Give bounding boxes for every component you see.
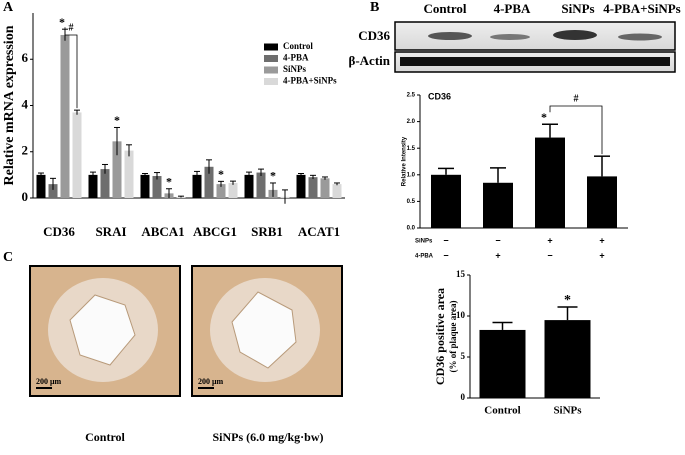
bar [320, 178, 330, 198]
significance-mark: # [69, 22, 74, 33]
bar [112, 141, 122, 198]
table-row-label: SiNPs [415, 239, 433, 245]
y-tick-label: 5 [461, 351, 466, 361]
table-cell: + [547, 235, 552, 245]
significance-mark: * [166, 175, 172, 189]
bar [36, 174, 46, 198]
y-tick-label: 2 [22, 143, 29, 158]
row-label: CD36 [358, 28, 390, 43]
bar [483, 182, 513, 228]
panel-letter: B [370, 0, 379, 15]
table-row-label: 4-PBA [415, 254, 434, 260]
bar [256, 172, 266, 198]
significance-mark: * [270, 169, 276, 183]
bar [216, 184, 226, 198]
bar [60, 34, 70, 198]
lane-label: 4-PBA+SiNPs [603, 1, 680, 16]
significance-mark: * [59, 15, 65, 29]
x-tick-label: ABCG1 [193, 224, 237, 239]
bar [152, 176, 162, 198]
bar [296, 174, 306, 198]
image-caption: Control [85, 430, 125, 444]
legend-label: SiNPs [283, 64, 307, 74]
bar [587, 176, 617, 228]
bar [544, 320, 591, 398]
legend-swatch [264, 55, 278, 62]
bar [192, 174, 202, 198]
y-tick-label: 0 [22, 189, 29, 204]
y-tick-label: 10 [456, 310, 466, 320]
bar [244, 174, 254, 198]
significance-mark: * [218, 167, 224, 181]
bar [204, 166, 214, 198]
bar [124, 150, 134, 198]
table-cell: + [495, 250, 500, 260]
bar [535, 137, 565, 228]
table-cell: + [599, 235, 604, 245]
significance-mark: # [574, 93, 579, 104]
bar [48, 184, 58, 198]
scale-bar-label: 200 μm [198, 377, 224, 386]
y-tick-label: 2.5 [407, 93, 416, 99]
x-tick-label: Control [484, 405, 520, 417]
y-tick-label: 0 [461, 392, 466, 402]
chart-title: CD36 [428, 91, 451, 101]
histology-image [29, 265, 343, 397]
table-cell: − [547, 250, 552, 260]
bar [479, 329, 526, 398]
y-axis-label: CD36 positive area [433, 288, 447, 385]
x-tick-label: ABCA1 [141, 224, 184, 239]
legend-swatch [264, 78, 278, 85]
row-label: β-Actin [348, 53, 390, 68]
bracket [64, 27, 78, 109]
y-tick-label: 1.0 [407, 172, 416, 178]
legend-label: 4-PBA [283, 53, 309, 63]
bar [72, 112, 82, 198]
lane-label: Control [423, 1, 466, 16]
bar [88, 174, 98, 198]
legend-swatch [264, 43, 278, 51]
y-axis-label: Relative Intensity [402, 136, 408, 186]
bar [332, 184, 342, 198]
bar [140, 174, 150, 198]
y-tick-label: 6 [22, 50, 29, 65]
lane-label: 4-PBA [494, 1, 531, 16]
x-tick-label: CD36 [43, 224, 75, 239]
x-tick-label: SRB1 [251, 224, 283, 239]
table-cell: + [599, 250, 604, 260]
bar [308, 177, 318, 198]
y-tick-label: 4 [22, 96, 29, 111]
x-tick-label: ACAT1 [298, 224, 340, 239]
table-cell: − [495, 235, 500, 245]
significance-mark: * [114, 113, 120, 127]
panel-letter: C [3, 250, 13, 265]
significance-mark: * [564, 293, 571, 308]
bar [228, 182, 238, 198]
x-tick-label: SRAI [95, 224, 126, 239]
y-tick-label: 0.0 [407, 226, 416, 232]
legend-label: Control [283, 41, 313, 51]
lane-label: SiNPs [561, 1, 594, 16]
bar [100, 169, 110, 198]
table-cell: − [443, 235, 448, 245]
x-tick-label: SiNPs [553, 405, 582, 417]
y-axis-label: Relative mRNA expression [2, 25, 17, 185]
significance-mark: * [541, 110, 547, 124]
bracket [549, 105, 603, 155]
bar [431, 174, 461, 228]
table-cell: − [443, 250, 448, 260]
y-tick-label: 2.0 [407, 119, 416, 125]
y-tick-label: 0.5 [407, 199, 416, 205]
western-blot [394, 21, 676, 73]
y-tick-label: 15 [456, 269, 466, 279]
legend-label: 4-PBA+SiNPs [283, 76, 337, 86]
image-caption: SiNPs (6.0 mg/kg·bw) [212, 430, 323, 444]
legend-swatch [264, 66, 278, 74]
y-axis-sublabel: (% of plaque area) [448, 300, 458, 372]
y-tick-label: 1.5 [407, 146, 416, 152]
panel-letter: A [3, 0, 14, 15]
scale-bar-label: 200 μm [36, 377, 62, 386]
